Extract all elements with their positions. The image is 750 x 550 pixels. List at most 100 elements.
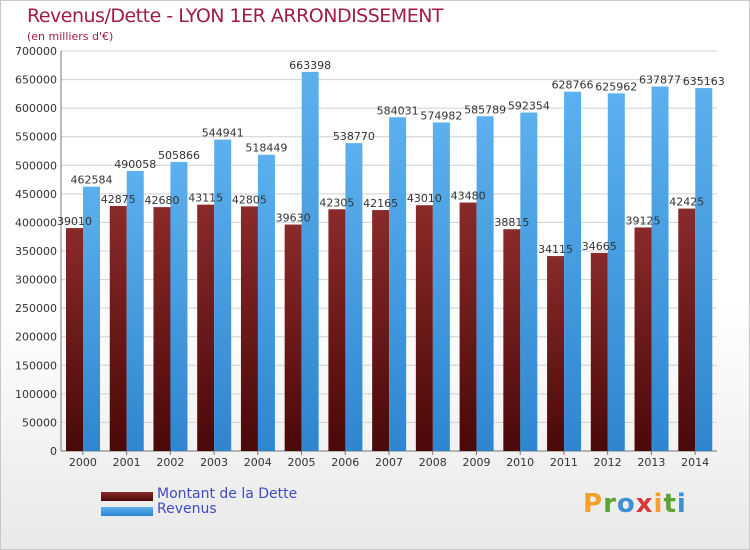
logo-letter: r <box>603 489 617 519</box>
y-tick-label: 300000 <box>15 274 57 287</box>
x-tick-label: 2012 <box>594 456 622 469</box>
chart-title: Revenus/Dette - LYON 1ER ARRONDISSEMENT <box>27 5 444 27</box>
bar-revenus <box>432 122 450 452</box>
data-label-dette: 39010 <box>57 215 92 228</box>
data-label-revenus: 505866 <box>158 149 200 162</box>
bar-revenus <box>651 86 669 452</box>
bar-dette <box>459 202 477 451</box>
chart-subtitle: (en milliers d'€) <box>27 30 114 43</box>
logo-letter: P <box>583 489 604 519</box>
logo-letter: i <box>676 489 687 519</box>
y-tick-label: 650000 <box>15 74 57 87</box>
data-label-revenus: 518449 <box>245 142 287 155</box>
data-label-dette: 34115 <box>538 243 573 256</box>
legend-swatch-dette <box>101 492 153 501</box>
x-tick-label: 2005 <box>288 456 316 469</box>
bar-dette <box>284 224 302 451</box>
bar-revenus <box>170 161 188 451</box>
data-label-revenus: 663398 <box>289 59 331 72</box>
data-label-dette: 34665 <box>582 240 617 253</box>
data-label-dette: 42165 <box>363 197 398 210</box>
bar-dette <box>153 207 171 451</box>
data-label-dette: 43480 <box>451 190 486 203</box>
data-label-revenus: 490058 <box>114 158 156 171</box>
data-label-revenus: 592354 <box>508 100 550 113</box>
y-tick-label: 200000 <box>15 331 57 344</box>
data-label-revenus: 574982 <box>420 109 462 122</box>
x-tick-label: 2014 <box>681 456 709 469</box>
bar-dette <box>372 210 390 451</box>
y-tick-label: 550000 <box>15 131 57 144</box>
bar-revenus <box>564 91 582 451</box>
data-label-dette: 42680 <box>144 194 179 207</box>
data-label-dette: 39630 <box>276 212 311 225</box>
y-tick-label: 0 <box>50 445 57 458</box>
x-tick-label: 2001 <box>113 456 141 469</box>
bar-dette <box>503 229 521 451</box>
legend-label-revenus: Revenus <box>157 501 217 517</box>
x-tick-label: 2013 <box>637 456 665 469</box>
data-label-revenus: 538770 <box>333 130 375 143</box>
x-tick-label: 2002 <box>156 456 184 469</box>
y-tick-label: 700000 <box>15 45 57 58</box>
data-label-dette: 42425 <box>669 196 704 209</box>
bar-revenus <box>126 170 144 451</box>
data-label-revenus: 544941 <box>202 127 244 140</box>
data-label-dette: 38815 <box>494 216 529 229</box>
data-label-revenus: 462584 <box>71 174 113 187</box>
data-label-dette: 43115 <box>188 192 223 205</box>
x-tick-label: 2007 <box>375 456 403 469</box>
bar-revenus <box>476 116 494 451</box>
logo-letter: i <box>653 489 664 519</box>
x-tick-label: 2006 <box>331 456 359 469</box>
logo-letter: t <box>663 489 677 519</box>
bar-revenus <box>520 112 538 452</box>
data-label-dette: 39125 <box>626 214 661 227</box>
y-tick-label: 150000 <box>15 359 57 372</box>
data-label-revenus: 625962 <box>595 80 637 93</box>
bar-dette <box>634 227 652 451</box>
bar-dette <box>590 252 608 451</box>
data-label-revenus: 628766 <box>552 79 594 92</box>
data-label-revenus: 585789 <box>464 103 506 116</box>
y-tick-label: 350000 <box>15 245 57 258</box>
data-label-revenus: 584031 <box>377 104 419 117</box>
bar-revenus <box>301 71 319 451</box>
y-tick-label: 600000 <box>15 102 57 115</box>
y-tick-label: 500000 <box>15 159 57 172</box>
x-tick-label: 2008 <box>419 456 447 469</box>
y-tick-label: 400000 <box>15 216 57 229</box>
y-tick-label: 450000 <box>15 188 57 201</box>
bar-revenus <box>214 139 232 451</box>
bar-dette <box>678 208 696 451</box>
bar-revenus <box>607 93 625 451</box>
bar-revenus <box>257 154 275 452</box>
bar-dette <box>66 228 83 451</box>
data-label-revenus: 637877 <box>639 73 681 86</box>
bar-revenus <box>83 186 100 451</box>
bar-dette <box>547 256 565 451</box>
x-tick-label: 2003 <box>200 456 228 469</box>
bar-dette <box>109 206 127 451</box>
bar-dette <box>197 204 215 451</box>
x-tick-label: 2000 <box>69 456 97 469</box>
bar-revenus <box>695 88 713 451</box>
data-label-dette: 42875 <box>101 193 136 206</box>
x-tick-label: 2010 <box>506 456 534 469</box>
x-tick-label: 2011 <box>550 456 578 469</box>
y-tick-label: 250000 <box>15 302 57 315</box>
bar-dette <box>328 209 346 451</box>
data-label-dette: 43010 <box>407 192 442 205</box>
data-label-revenus: 635163 <box>683 75 725 88</box>
logo-letter: o <box>616 489 636 519</box>
x-tick-label: 2009 <box>462 456 490 469</box>
bar-revenus <box>345 143 363 452</box>
data-label-dette: 42305 <box>319 196 354 209</box>
bar-dette <box>240 206 258 451</box>
proxiti-logo: Proxiti <box>583 489 687 519</box>
data-label-dette: 42805 <box>232 193 267 206</box>
y-tick-label: 50000 <box>22 416 57 429</box>
legend-label-dette: Montant de la Dette <box>157 486 298 502</box>
